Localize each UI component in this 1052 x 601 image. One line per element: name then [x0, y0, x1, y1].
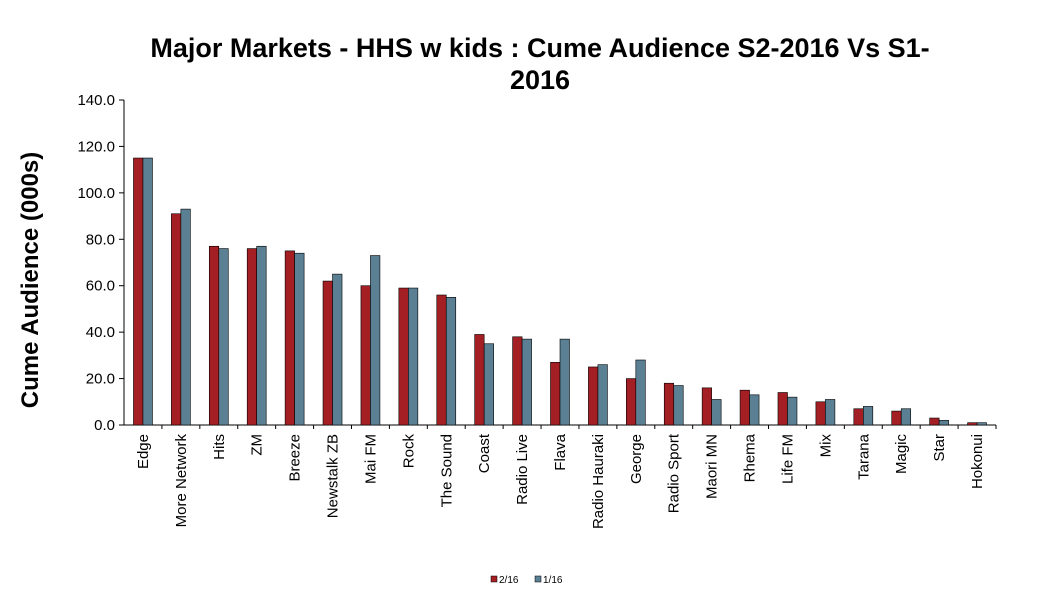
bar-series-2: [711, 399, 722, 426]
legend-swatch: [490, 575, 498, 583]
bar-series-2: [673, 385, 684, 426]
legend-label: 2/16: [499, 575, 519, 586]
bar-series-1: [322, 280, 333, 426]
bar-series-1: [701, 387, 712, 426]
bar-series-2: [825, 399, 836, 426]
bar-series-2: [635, 359, 646, 426]
bar-series-1: [891, 410, 902, 426]
x-tick-label: Hokonui: [969, 434, 986, 489]
bar-series-2: [294, 252, 305, 426]
bar-series-2: [976, 422, 987, 426]
x-tick-label: Edge: [135, 434, 152, 469]
legend-swatch: [534, 575, 542, 583]
bar-series-2: [900, 408, 912, 426]
legend-label: 1/16: [543, 575, 563, 586]
bar-series-2: [445, 297, 457, 426]
x-tick-label: Flava: [552, 433, 569, 470]
bar-series-2: [938, 420, 949, 426]
x-tick-label: Radio Sport: [666, 433, 683, 513]
bar-series-1: [512, 336, 523, 426]
x-tick-label: Maori MN: [704, 434, 721, 499]
x-tick-label: Star: [931, 434, 948, 462]
y-tick-label: 40.0: [86, 324, 115, 341]
y-tick-label: 140.0: [77, 92, 115, 109]
x-tick-label: Tarana: [855, 433, 872, 480]
x-tick-label: Breeze: [287, 434, 304, 482]
bar-series-1: [360, 285, 371, 426]
bar-series-2: [256, 245, 267, 426]
bar-series-2: [483, 343, 494, 426]
bar-series-1: [246, 248, 257, 426]
bar-series-2: [559, 338, 570, 426]
chart-title-line1: Major Markets - HHS w kids : Cume Audien…: [150, 33, 929, 63]
y-tick-label: 100.0: [77, 185, 115, 202]
bar-series-1: [398, 287, 409, 426]
bar-series-2: [180, 208, 191, 426]
x-tick-label: George: [628, 434, 645, 484]
bar-series-2: [370, 255, 381, 426]
y-tick-label: 60.0: [86, 278, 115, 295]
y-tick-label: 80.0: [86, 231, 115, 248]
x-tick-label: Mix: [817, 434, 834, 458]
y-tick-label: 120.0: [77, 138, 115, 155]
x-tick-label: Magic: [893, 434, 910, 475]
bar-series-2: [218, 248, 229, 426]
bar-series-2: [597, 364, 608, 426]
plot-area: 0.0 20.0 40.0 60.0 80.0 100.0 120.0 140.0 Edge Mo…: [77, 92, 997, 529]
bar-series-1: [626, 378, 637, 426]
bar-series-1: [133, 157, 144, 426]
bar-series-1: [208, 245, 220, 426]
bar-series-1: [777, 392, 788, 426]
bar-series-1: [474, 334, 485, 426]
x-tick-label: More Network: [173, 434, 190, 528]
chart-title-line2: 2016: [510, 65, 570, 95]
y-tick-label: 20.0: [86, 371, 115, 388]
bar-series-1: [967, 422, 978, 426]
bar-series-1: [815, 401, 826, 426]
bar-series-2: [863, 406, 874, 426]
x-tick-label: Radio Live: [514, 434, 531, 505]
bar-series-2: [749, 394, 760, 426]
bar-series-2: [408, 287, 419, 426]
x-tick-label: Coast: [476, 433, 493, 473]
bar-series-1: [171, 213, 182, 426]
x-tick-label: Life FM: [779, 434, 796, 484]
bar-series-2: [521, 338, 532, 426]
y-axis-label: Cume Audience (000s): [17, 152, 44, 409]
x-tick-label: The Sound: [438, 434, 455, 507]
x-tick-label: Newstalk ZB: [325, 434, 342, 518]
bar-series-1: [853, 408, 864, 426]
bar-series-2: [787, 396, 798, 426]
bar-series-1: [929, 417, 940, 426]
bar-series-2: [142, 157, 153, 426]
x-tick-label: Rhema: [742, 433, 759, 482]
bar-series-2: [332, 273, 343, 426]
bar-series-1: [284, 250, 295, 426]
bar-series-1: [550, 362, 561, 426]
x-tick-label: Hits: [211, 434, 228, 460]
bar-series-1: [588, 366, 599, 426]
x-tick-label: ZM: [249, 434, 266, 456]
x-tick-label: Radio Hauraki: [590, 434, 607, 529]
legend: 2/16 1/16: [490, 575, 563, 586]
x-tick-label: Rock: [400, 434, 417, 469]
bar-series-1: [663, 382, 675, 426]
bar-series-1: [739, 389, 750, 426]
bar-series-1: [436, 294, 447, 426]
y-tick-label: 0.0: [94, 417, 115, 434]
x-tick-label: Mai FM: [362, 434, 379, 484]
